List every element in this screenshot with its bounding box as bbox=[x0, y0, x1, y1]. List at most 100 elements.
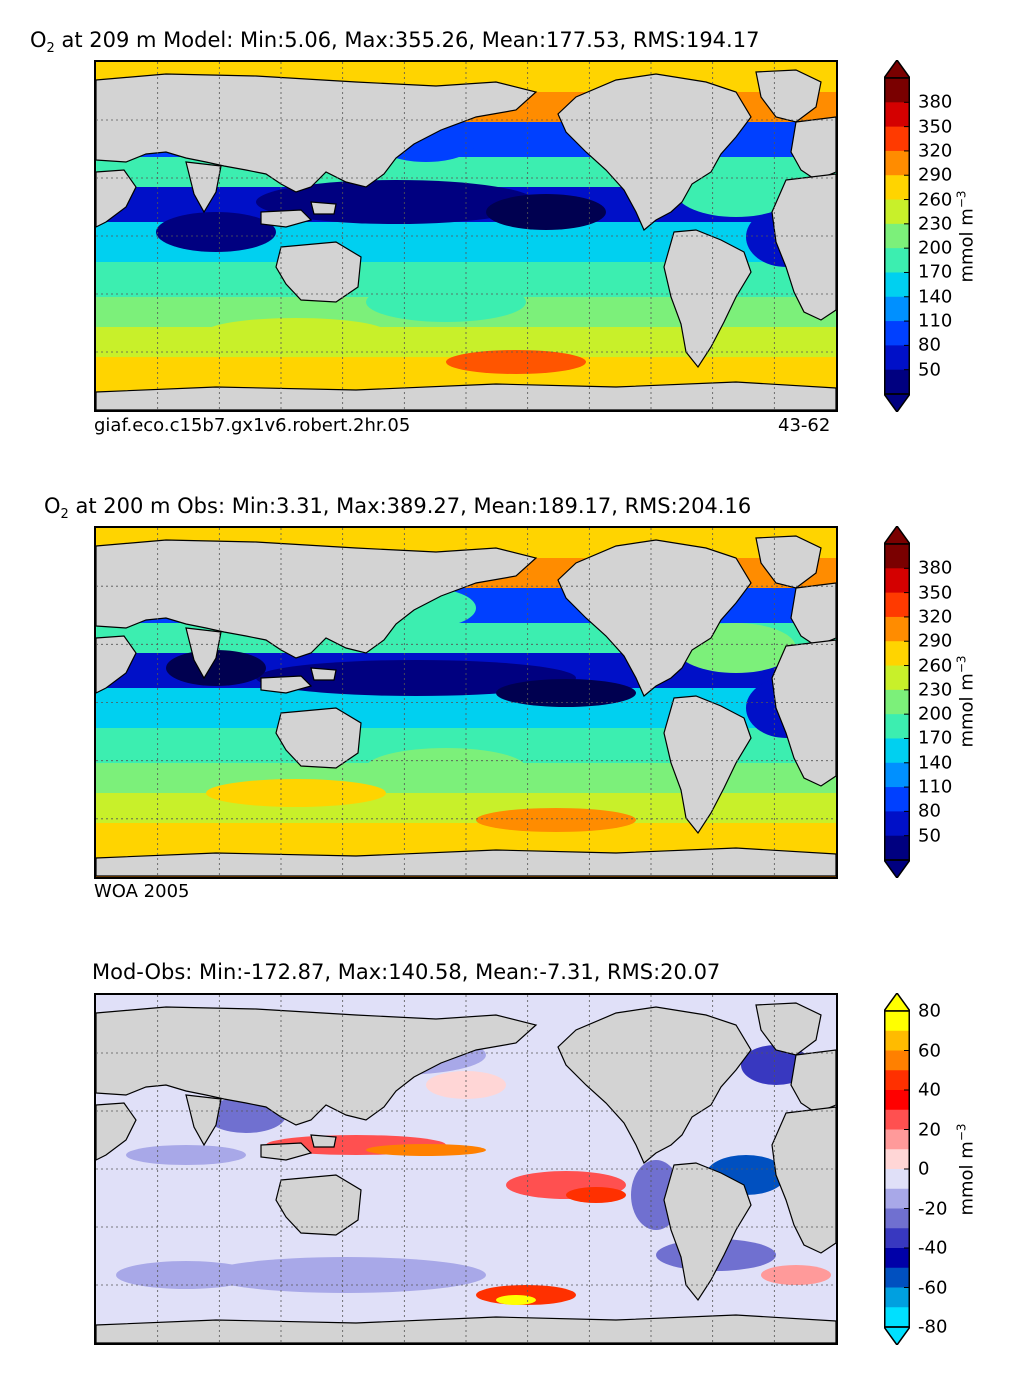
colorbar-segment bbox=[884, 1307, 910, 1328]
colorbar-tick-label: -80 bbox=[918, 1316, 948, 1338]
landmass bbox=[185, 627, 222, 680]
colorbar-segment bbox=[884, 1070, 910, 1091]
colorbar-segment bbox=[884, 835, 910, 861]
landmass bbox=[557, 539, 752, 697]
colorbar-segment bbox=[884, 296, 910, 322]
landmass bbox=[96, 73, 538, 193]
colorbar-tick-label: -60 bbox=[918, 1277, 948, 1298]
colorbar-segment bbox=[884, 1287, 910, 1308]
landmass bbox=[557, 1006, 752, 1164]
colorbar-segment bbox=[884, 102, 910, 128]
colorbar-top-arrow bbox=[884, 60, 910, 79]
panel1-colorbar bbox=[884, 60, 910, 412]
landmass bbox=[260, 1142, 313, 1161]
colorbar-tick-label: 260 bbox=[918, 189, 953, 211]
colorbar-tick-label: 380 bbox=[918, 557, 953, 579]
landmass bbox=[310, 201, 337, 215]
colorbar-segment bbox=[884, 1169, 910, 1190]
colorbar-segment bbox=[884, 665, 910, 691]
colorbar-segment bbox=[884, 175, 910, 201]
landmass bbox=[260, 209, 313, 228]
colorbar-tick-label: 140 bbox=[918, 752, 953, 774]
panel1-title: O2 at 209 m Model: Min:5.06, Max:355.26,… bbox=[30, 28, 760, 57]
colorbar-segment bbox=[884, 223, 910, 249]
panel1-colorbar-unit: mmol m−3 bbox=[954, 190, 978, 283]
colorbar-tick-label: 20 bbox=[918, 1119, 941, 1140]
colorbar-tick-label: 290 bbox=[918, 164, 953, 186]
landmass bbox=[185, 1094, 222, 1147]
colorbar-tick-label: 350 bbox=[918, 582, 953, 604]
colorbar-tick-label: 320 bbox=[918, 606, 953, 628]
colorbar-segment bbox=[884, 544, 910, 569]
colorbar-tick-label: -20 bbox=[918, 1198, 948, 1219]
landmass bbox=[96, 1006, 538, 1126]
colorbar-segment bbox=[884, 345, 910, 371]
panel3-colorbar bbox=[884, 993, 910, 1345]
colorbar-segment bbox=[884, 1208, 910, 1229]
colorbar-top-arrow bbox=[884, 526, 910, 545]
colorbar-tick-label: 230 bbox=[918, 213, 953, 235]
landmass bbox=[96, 635, 137, 694]
panel3-map-difference bbox=[94, 993, 838, 1345]
colorbar-segment bbox=[884, 369, 910, 395]
panel3-title: Mod-Obs: Min:-172.87, Max:140.58, Mean:-… bbox=[92, 960, 721, 984]
landmass bbox=[275, 241, 362, 303]
colorbar-tick-label: 50 bbox=[918, 825, 941, 847]
colorbar-segment bbox=[884, 811, 910, 837]
colorbar-segment bbox=[884, 199, 910, 225]
colorbar-bottom-arrow bbox=[884, 859, 910, 878]
colorbar-segment bbox=[884, 248, 910, 273]
colorbar-tick-label: 80 bbox=[918, 800, 941, 822]
panel2-colorbar bbox=[884, 526, 910, 878]
colorbar-segment bbox=[884, 1267, 910, 1288]
landmass bbox=[310, 667, 337, 681]
landmass bbox=[96, 169, 137, 228]
colorbar-tick-label: 80 bbox=[918, 334, 941, 356]
panel2-colorbar-unit: mmol m−3 bbox=[954, 655, 978, 748]
landmass bbox=[755, 1002, 822, 1056]
landmass bbox=[185, 161, 222, 214]
colorbar-segment bbox=[884, 1050, 910, 1071]
colorbar-tick-label: 140 bbox=[918, 286, 953, 308]
colorbar-tick-label: -40 bbox=[918, 1237, 948, 1259]
landmass bbox=[663, 229, 752, 369]
colorbar-tick-label: 290 bbox=[918, 630, 953, 652]
colorbar-segment bbox=[884, 1129, 910, 1150]
landmass bbox=[663, 695, 752, 835]
landmass bbox=[275, 1174, 362, 1236]
colorbar-segment bbox=[884, 689, 910, 715]
colorbar-tick-label: 230 bbox=[918, 679, 953, 701]
panel2-title: O2 at 200 m Obs: Min:3.31, Max:389.27, M… bbox=[44, 494, 752, 523]
landmass bbox=[96, 539, 538, 659]
colorbar-tick-label: 170 bbox=[918, 261, 953, 283]
colorbar-segment bbox=[884, 762, 910, 788]
landmass bbox=[275, 707, 362, 769]
colorbar-segment bbox=[884, 1090, 910, 1111]
colorbar-segment bbox=[884, 568, 910, 594]
colorbar-segment bbox=[884, 641, 910, 667]
panel1-map-model-oxygen bbox=[94, 60, 838, 412]
colorbar-segment bbox=[884, 714, 910, 739]
colorbar-segment bbox=[884, 150, 910, 176]
landmass bbox=[96, 1102, 137, 1161]
colorbar-tick-label: 200 bbox=[918, 703, 953, 725]
landmass bbox=[557, 73, 752, 231]
colorbar-tick-label: 110 bbox=[918, 310, 953, 332]
colorbar-segment bbox=[884, 126, 910, 152]
panel2-map-obs-oxygen bbox=[94, 526, 838, 879]
colorbar-tick-label: 170 bbox=[918, 727, 953, 749]
colorbar-tick-label: 80 bbox=[918, 1000, 941, 1022]
colorbar-top-arrow bbox=[884, 993, 910, 1012]
colorbar-segment bbox=[884, 592, 910, 618]
colorbar-segment bbox=[884, 321, 910, 346]
colorbar-tick-label: 200 bbox=[918, 237, 953, 259]
colorbar-segment bbox=[884, 1228, 910, 1249]
colorbar-tick-label: 350 bbox=[918, 116, 953, 138]
landmass bbox=[310, 1134, 337, 1148]
colorbar-segment bbox=[884, 1188, 910, 1209]
colorbar-tick-label: 40 bbox=[918, 1079, 941, 1101]
landmass bbox=[260, 675, 313, 694]
colorbar-segment bbox=[884, 1149, 910, 1170]
colorbar-tick-label: 380 bbox=[918, 91, 953, 113]
colorbar-tick-label: 60 bbox=[918, 1040, 941, 1061]
